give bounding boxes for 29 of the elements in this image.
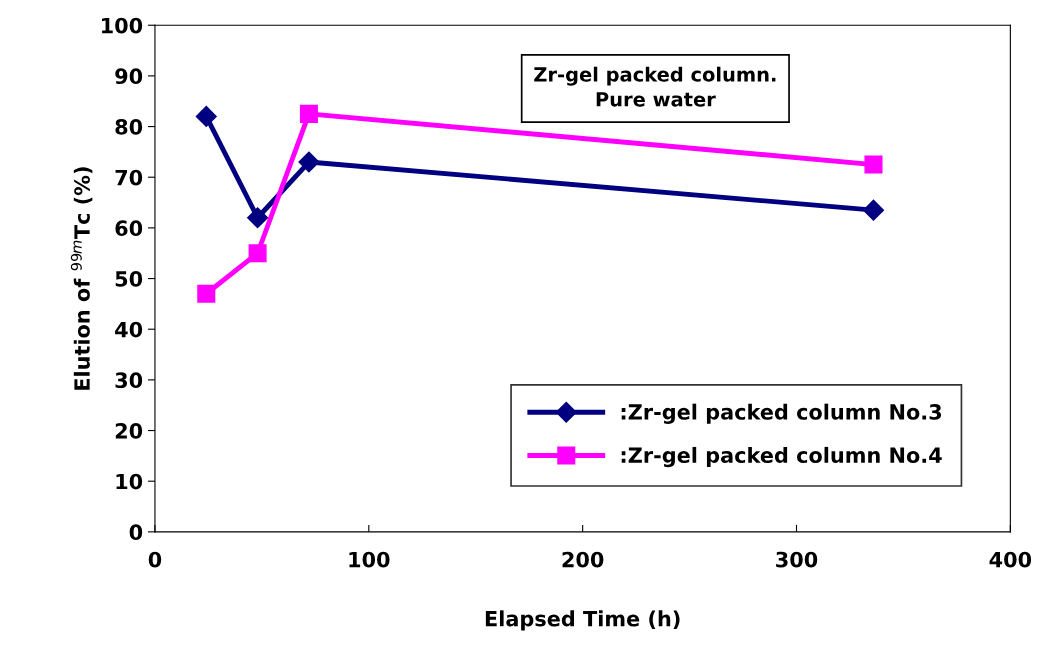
legend-label: :Zr-gel packed column No.4: [621, 446, 942, 468]
point: [298, 151, 320, 173]
y-tick-label: 30: [115, 372, 143, 389]
y-tick-label: 40: [115, 321, 143, 338]
y-tick-label: 50: [115, 271, 143, 287]
point: [299, 104, 318, 123]
x-tick-label: 200: [562, 551, 604, 568]
point: [197, 284, 216, 303]
point: [862, 199, 885, 221]
y-tick-label: 20: [115, 422, 143, 439]
y-tick-label: 60: [115, 220, 143, 237]
y-tick-label: 100: [102, 17, 143, 34]
x-tick-label: 100: [349, 551, 390, 568]
point: [248, 244, 267, 263]
y-tick-label: 70: [115, 169, 143, 186]
point: [247, 207, 269, 229]
y-tick-label: 10: [116, 473, 143, 490]
y-tick-label: 90: [115, 68, 143, 85]
x-tick-label: 300: [776, 551, 818, 568]
point: [864, 155, 883, 174]
x-tick-label: 400: [989, 551, 1032, 568]
y-axis-title: Elution of $^{99m}$Tc (%): [70, 167, 93, 390]
annotation: Zr-gel packed column. Pure water: [534, 66, 776, 107]
legend-label: :Zr-gel packed column No.3: [621, 403, 942, 424]
x-axis-title: Elapsed Time (h): [485, 610, 680, 631]
x-tick-label: 0: [148, 551, 162, 568]
y-tick-label: 80: [115, 119, 143, 135]
point: [195, 105, 217, 127]
y-tick-label: 0: [129, 524, 143, 541]
